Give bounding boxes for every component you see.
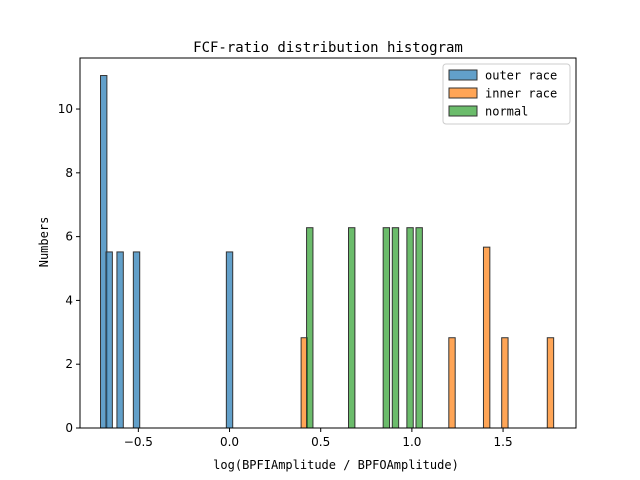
legend-label-inner-race: inner race (485, 87, 557, 101)
x-tick-label: 1.0 (402, 435, 421, 449)
y-tick-label: 4 (65, 293, 73, 307)
x-tick-label: 0.5 (311, 435, 330, 449)
bar-inner-race-2 (482, 246, 491, 429)
legend-swatch-normal (448, 105, 478, 117)
bar-normal-4 (406, 227, 414, 429)
y-axis-ticks: 0 2 4 6 8 10 (58, 102, 80, 435)
bar-normal-5 (415, 227, 423, 429)
plot-frame (79, 57, 577, 429)
chart-title: FCF-ratio distribution histogram (193, 40, 463, 56)
y-tick-label: 8 (65, 166, 73, 180)
y-tick-label: 0 (65, 421, 73, 435)
bar-inner-race-4 (546, 337, 555, 429)
x-tick-label: 1.5 (494, 435, 513, 449)
bar-inner-race-3 (501, 337, 509, 429)
bar-normal-1 (348, 227, 356, 429)
legend: outer race inner race normal (442, 63, 571, 125)
bar-normal-0 (306, 227, 314, 429)
x-axis-label: log(BPFIAmplitude / BPFOAmplitude) (213, 458, 459, 472)
y-axis-label: Numbers (37, 217, 51, 268)
legend-label-outer-race: outer race (485, 69, 557, 83)
y-tick-label: 2 (65, 357, 73, 371)
legend-label-normal: normal (485, 105, 528, 119)
bar-outer-race-1 (105, 251, 113, 429)
bar-outer-race-2 (116, 251, 124, 429)
legend-swatch-outer-race (448, 69, 478, 81)
x-tick-label: −0.5 (124, 435, 153, 449)
bar-normal-2 (382, 227, 391, 429)
bar-outer-race-4 (225, 251, 234, 429)
y-tick-label: 6 (65, 230, 73, 244)
x-axis-ticks: −0.5 0.0 0.5 1.0 1.5 (124, 428, 513, 449)
legend-swatch-inner-race (448, 87, 478, 99)
x-tick-label: 0.0 (220, 435, 239, 449)
bar-normal-3 (391, 227, 400, 429)
bar-inner-race-1 (448, 337, 456, 429)
y-tick-label: 10 (58, 102, 73, 116)
bar-outer-race-3 (132, 251, 141, 429)
